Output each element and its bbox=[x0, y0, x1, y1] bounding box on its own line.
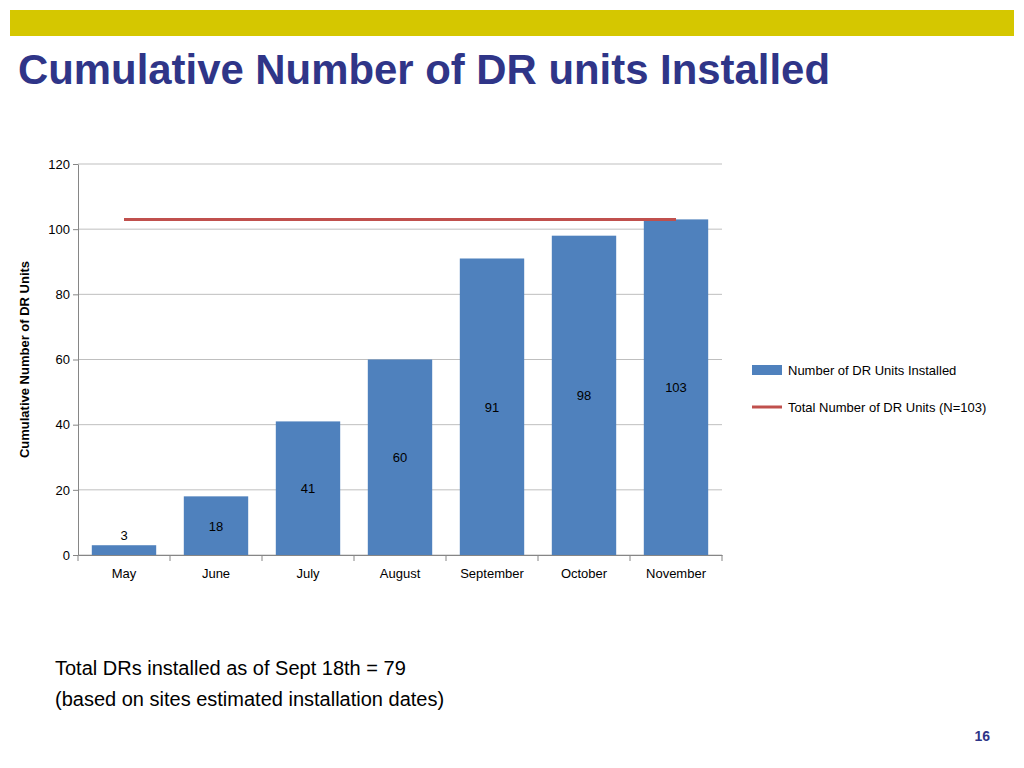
category-separator bbox=[446, 555, 447, 561]
grid bbox=[78, 164, 722, 555]
x-tick-label: October bbox=[561, 566, 608, 581]
x-axis: May June July August September October Novembe… bbox=[78, 555, 723, 581]
y-tick: 0 bbox=[63, 548, 78, 563]
bar bbox=[276, 421, 340, 555]
y-tick-label: 20 bbox=[56, 482, 70, 497]
category-separator bbox=[538, 555, 539, 561]
line bbox=[124, 218, 676, 221]
x-tick: August bbox=[380, 566, 421, 581]
grid-line bbox=[78, 229, 722, 230]
x-tick-label: September bbox=[460, 566, 524, 581]
bar bbox=[552, 236, 616, 555]
y-tick: 20 bbox=[56, 482, 78, 497]
bar bbox=[92, 545, 156, 555]
data-label: 41 bbox=[301, 481, 315, 496]
grid-line bbox=[78, 164, 722, 165]
y-axis-line bbox=[78, 165, 79, 556]
x-tick-label: July bbox=[296, 566, 320, 581]
data-label: 98 bbox=[577, 388, 591, 403]
y-tick: 100 bbox=[48, 222, 78, 237]
bar bbox=[460, 258, 524, 555]
y-tick-mark bbox=[73, 555, 78, 556]
bar bbox=[644, 219, 708, 555]
data-label: 103 bbox=[665, 380, 687, 395]
category-separator bbox=[170, 555, 171, 561]
x-tick: September bbox=[460, 566, 524, 581]
slide: Cumulative Number of DR units Installed 3… bbox=[0, 0, 1024, 768]
x-tick-label: June bbox=[202, 566, 230, 581]
y-tick-mark bbox=[73, 425, 78, 426]
header-band bbox=[10, 10, 1014, 36]
category-separator bbox=[262, 555, 263, 561]
x-tick: November bbox=[646, 566, 707, 581]
y-tick: 40 bbox=[56, 417, 78, 432]
x-tick-label: August bbox=[380, 566, 421, 581]
category-separator bbox=[354, 555, 355, 561]
category-separator bbox=[78, 555, 79, 561]
legend-label: Number of DR Units Installed bbox=[788, 363, 956, 378]
y-tick-mark bbox=[73, 294, 78, 295]
y-tick-label: 60 bbox=[56, 352, 70, 367]
y-tick: 120 bbox=[48, 157, 78, 172]
annotation: (based on sites estimated installation d… bbox=[55, 688, 444, 710]
y-tick-mark bbox=[73, 164, 78, 165]
y-tick-label: 100 bbox=[48, 222, 70, 237]
y-tick-mark bbox=[73, 229, 78, 230]
y-tick-label: 0 bbox=[63, 548, 70, 563]
bar bbox=[368, 360, 432, 556]
x-tick: July bbox=[296, 566, 320, 581]
y-axis: 0 20 40 60 80 100 120 bbox=[48, 157, 78, 563]
x-tick: October bbox=[561, 566, 608, 581]
legend-swatch bbox=[752, 406, 782, 409]
y-tick: 60 bbox=[56, 352, 78, 367]
data-label: 91 bbox=[485, 400, 499, 415]
x-tick-label: November bbox=[646, 566, 707, 581]
y-tick-label: 40 bbox=[56, 417, 70, 432]
plot-area bbox=[92, 219, 708, 555]
y-axis-title: Cumulative Number of DR Units bbox=[17, 261, 32, 458]
legend: Number of DR Units Installed Total Number… bbox=[752, 363, 986, 415]
data-label: 18 bbox=[209, 519, 223, 534]
data-label: 60 bbox=[393, 450, 407, 465]
y-tick-label: 120 bbox=[48, 157, 70, 172]
y-tick-mark bbox=[73, 490, 78, 491]
legend-label: Total Number of DR Units (N=103) bbox=[788, 400, 986, 415]
bar bbox=[184, 496, 248, 555]
x-axis-line bbox=[79, 555, 723, 556]
category-separator bbox=[630, 555, 631, 561]
y-tick: 80 bbox=[56, 287, 78, 302]
legend-swatch bbox=[752, 365, 782, 375]
grid-line bbox=[78, 294, 722, 295]
category-separator bbox=[722, 555, 723, 561]
x-tick: June bbox=[202, 566, 230, 581]
x-tick: May bbox=[112, 566, 137, 581]
data-label: 3 bbox=[120, 528, 127, 543]
data-labels: 3 18 41 60 91 98 103 bbox=[120, 380, 686, 543]
title: Cumulative Number of DR units Installed bbox=[18, 46, 830, 93]
y-tick-mark bbox=[73, 360, 78, 361]
x-tick-label: May bbox=[112, 566, 137, 581]
annotation: Total DRs installed as of Sept 18th = 79 bbox=[55, 657, 406, 679]
page-number: 16 bbox=[974, 728, 990, 744]
y-tick-label: 80 bbox=[56, 287, 70, 302]
